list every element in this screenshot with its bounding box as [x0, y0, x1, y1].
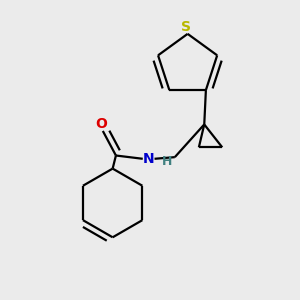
Text: H: H	[161, 155, 172, 168]
Text: S: S	[181, 20, 191, 34]
Text: O: O	[95, 117, 107, 131]
Text: N: N	[143, 152, 154, 166]
